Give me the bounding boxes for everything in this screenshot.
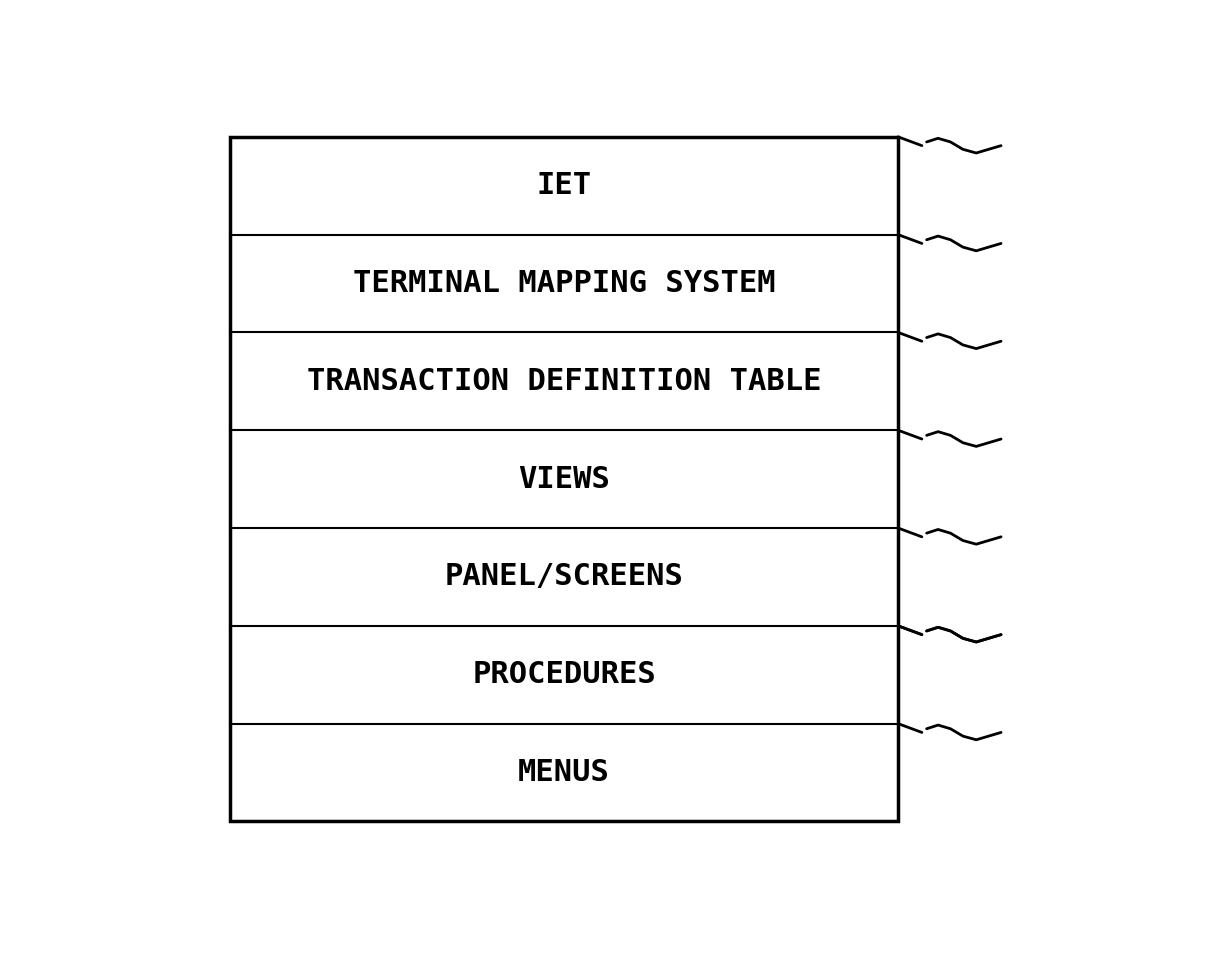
Text: PROCEDURES: PROCEDURES	[473, 661, 656, 689]
Text: MENUS: MENUS	[518, 758, 611, 787]
Bar	[230, 137, 899, 821]
Text: VIEWS: VIEWS	[518, 465, 611, 493]
Text: TRANSACTION DEFINITION TABLE: TRANSACTION DEFINITION TABLE	[307, 367, 821, 396]
Text: PANEL/SCREENS: PANEL/SCREENS	[444, 562, 683, 592]
Text: IET: IET	[537, 171, 592, 200]
Text: TERMINAL MAPPING SYSTEM: TERMINAL MAPPING SYSTEM	[353, 269, 776, 298]
